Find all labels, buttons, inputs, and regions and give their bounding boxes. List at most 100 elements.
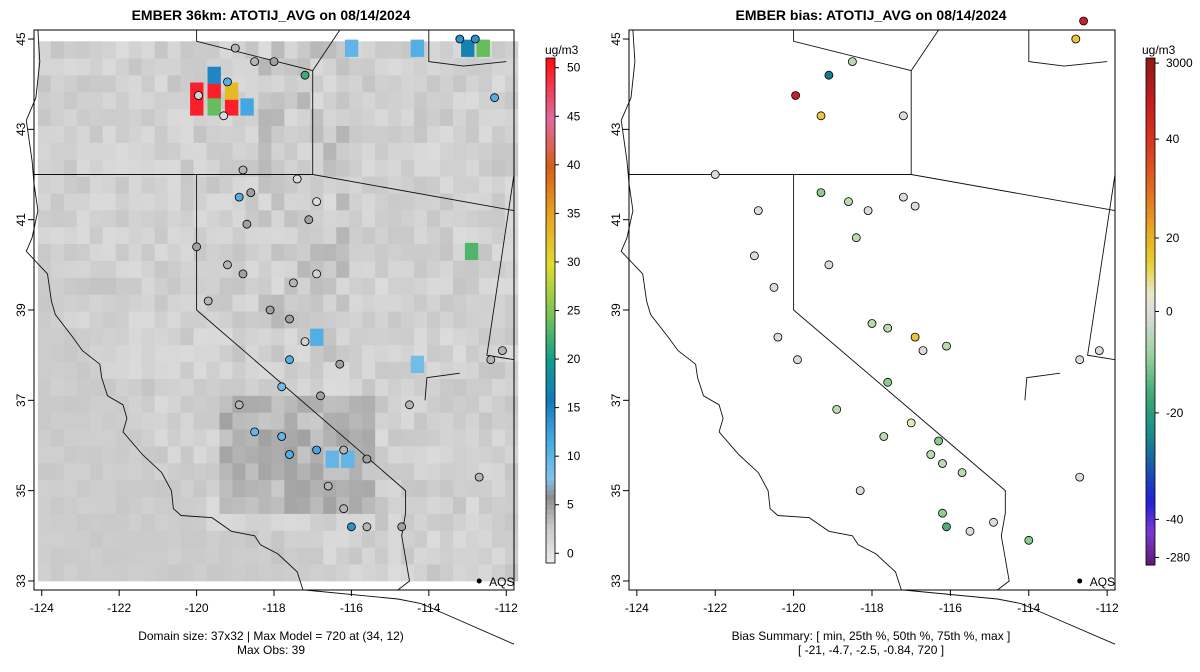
grid-cell <box>76 277 91 295</box>
grid-cell <box>193 125 207 143</box>
grid-cell <box>37 294 52 312</box>
grid-cell <box>427 193 441 211</box>
grid-cell <box>297 125 311 143</box>
grid-cell <box>115 344 130 363</box>
grid-cell <box>504 446 519 464</box>
station-point <box>304 215 314 225</box>
grid-cell <box>465 193 480 211</box>
colorbar-segment <box>1146 106 1155 113</box>
grid-cell <box>206 209 220 228</box>
grid-cell <box>297 226 311 245</box>
grid-cell <box>388 125 402 143</box>
grid-cell <box>323 193 337 211</box>
grid-cell <box>336 513 350 531</box>
grid-cell <box>427 547 441 565</box>
colorbar-segment <box>1146 311 1155 317</box>
grid-cell <box>310 479 324 498</box>
grid-cell <box>219 294 233 312</box>
grid-cell <box>336 260 350 278</box>
colorbar-segment <box>1146 272 1155 278</box>
bias-point <box>793 355 802 365</box>
station-point <box>250 427 260 437</box>
hotspot-cell <box>224 82 239 100</box>
grid-cell <box>37 159 52 177</box>
grid-cell <box>258 412 272 430</box>
colorbar-segment <box>1146 72 1155 79</box>
grid-cell <box>115 294 130 312</box>
colorbar-segment <box>546 388 555 394</box>
grid-cell <box>154 361 168 379</box>
grid-cell <box>141 496 156 514</box>
grid-cell <box>453 462 467 481</box>
station-point <box>312 269 322 279</box>
hotspot-cell <box>344 39 359 57</box>
colorbar-segment <box>546 252 555 258</box>
station-point <box>292 174 302 184</box>
colorbar-segment <box>1146 136 1155 142</box>
grid-cell <box>193 547 207 565</box>
grid-cell <box>284 513 298 531</box>
grid-cell <box>401 75 415 93</box>
grid-cell <box>180 142 194 160</box>
grid-cell <box>310 176 324 194</box>
grid-cell <box>258 277 272 295</box>
grid-cell <box>180 344 194 363</box>
grid-cell <box>414 412 428 430</box>
grid-cell <box>63 91 78 110</box>
grid-cell <box>128 142 143 160</box>
grid-cell <box>336 547 350 565</box>
grid-cell <box>414 209 428 228</box>
grid-cell <box>76 243 91 261</box>
grid-cell <box>167 395 181 413</box>
colorbar-segment <box>546 465 555 472</box>
grid-cell <box>258 142 272 160</box>
grid-cell <box>401 378 415 396</box>
grid-cell <box>258 226 272 245</box>
grid-cell <box>50 496 65 514</box>
grid-cell <box>50 108 65 127</box>
grid-cell <box>427 564 441 582</box>
grid-cell <box>453 344 467 363</box>
grid-cell <box>349 412 363 430</box>
colorbar-segment <box>546 72 555 78</box>
grid-cell <box>128 344 143 363</box>
grid-cell <box>453 159 467 177</box>
grid-cell <box>37 41 52 59</box>
colorbar-tick-label: 50 <box>567 61 581 75</box>
grid-cell <box>388 412 402 430</box>
hotspot-cell <box>240 98 254 116</box>
grid-cell <box>89 41 104 59</box>
grid-cell <box>284 125 298 143</box>
grid-cell <box>232 462 246 481</box>
grid-cell <box>167 209 181 228</box>
grid-cell <box>414 429 428 447</box>
grid-cell <box>349 327 363 346</box>
grid-cell <box>453 277 467 295</box>
left-model-grid <box>37 39 519 582</box>
x-tick-label: -122 <box>703 601 727 615</box>
colorbar-segment <box>546 383 555 389</box>
colorbar-segment <box>1146 331 1155 337</box>
grid-cell <box>63 479 78 498</box>
grid-cell <box>362 58 376 76</box>
grid-cell <box>154 429 168 447</box>
grid-cell <box>414 378 428 396</box>
grid-cell <box>102 311 117 329</box>
grid-cell <box>440 125 454 143</box>
grid-cell <box>491 277 506 295</box>
grid-cell <box>388 294 402 312</box>
grid-cell <box>258 91 272 110</box>
grid-cell <box>504 344 519 363</box>
colorbar-segment <box>1146 218 1155 225</box>
grid-cell <box>232 344 246 363</box>
colorbar-segment <box>1146 550 1155 556</box>
grid-cell <box>245 327 259 346</box>
station-point <box>470 34 480 44</box>
grid-cell <box>284 496 298 514</box>
grid-cell <box>258 547 272 565</box>
grid-cell <box>115 260 130 278</box>
bias-point <box>750 251 759 261</box>
grid-cell <box>349 209 363 228</box>
grid-cell <box>219 176 233 194</box>
colorbar-segment <box>546 116 555 122</box>
